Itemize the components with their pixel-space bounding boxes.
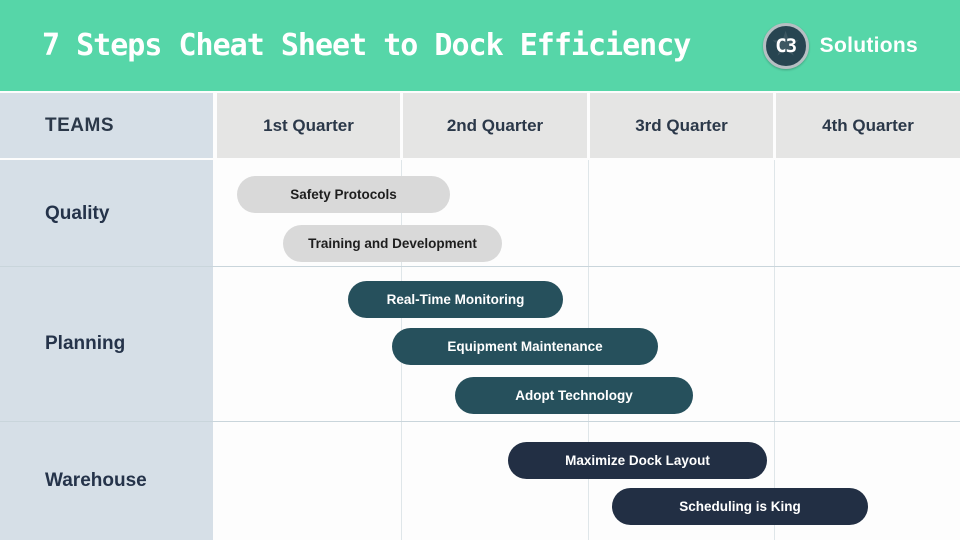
task-bar-maximize-dock-layout: Maximize Dock Layout bbox=[508, 442, 767, 479]
team-label-planning: Planning bbox=[45, 333, 126, 354]
brand-name: Solutions bbox=[819, 33, 918, 57]
quarter-header-2: 2nd Quarter bbox=[403, 93, 587, 158]
row-divider-planning-warehouse bbox=[0, 421, 960, 422]
task-bar-safety-protocols: Safety Protocols bbox=[237, 176, 450, 213]
teams-column-bg bbox=[0, 160, 213, 540]
c3-logo-icon: ★ C3 bbox=[762, 22, 809, 69]
quarter-header-1: 1st Quarter bbox=[217, 93, 400, 158]
logo-monogram: C3 bbox=[775, 34, 797, 57]
team-label-quality: Quality bbox=[45, 203, 110, 224]
teams-column-header: TEAMS bbox=[0, 93, 213, 158]
task-bar-adopt-technology: Adopt Technology bbox=[455, 377, 693, 414]
team-label-warehouse: Warehouse bbox=[45, 470, 147, 491]
quarter-header-3: 3rd Quarter bbox=[590, 93, 773, 158]
star-icon: ★ bbox=[770, 25, 801, 64]
page-title: 7 Steps Cheat Sheet to Dock Efficiency bbox=[42, 28, 691, 63]
task-bar-training-and-development: Training and Development bbox=[283, 225, 502, 262]
row-divider-quality-planning bbox=[0, 266, 960, 267]
brand-logo: ★ C3 Solutions bbox=[762, 22, 918, 69]
task-bar-real-time-monitoring: Real-Time Monitoring bbox=[348, 281, 563, 318]
task-bar-equipment-maintenance: Equipment Maintenance bbox=[392, 328, 658, 365]
task-bar-scheduling-is-king: Scheduling is King bbox=[612, 488, 868, 525]
grid-line-q3-q4 bbox=[774, 160, 775, 540]
quarter-header-4: 4th Quarter bbox=[776, 93, 960, 158]
banner: 7 Steps Cheat Sheet to Dock Efficiency ★… bbox=[0, 0, 960, 91]
